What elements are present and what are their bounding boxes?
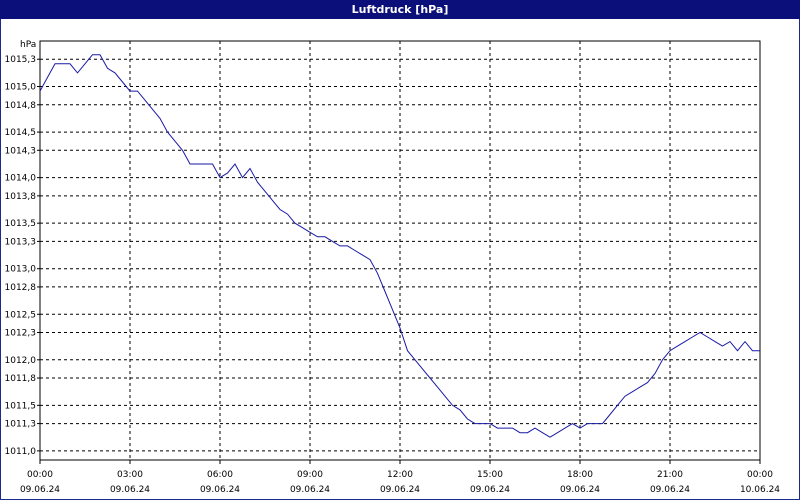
chart-title: Luftdruck [hPa]	[0, 0, 800, 19]
series-line-0	[39, 54, 760, 438]
x-tick-date-label: 09.06.24	[470, 485, 510, 495]
y-tick-label: 1014,0	[5, 174, 37, 184]
x-tick-time-label: 00:00	[27, 470, 53, 480]
y-tick-label: 1014,3	[5, 146, 37, 156]
y-tick-label: 1011,3	[5, 420, 37, 430]
x-tick-time-label: 06:00	[207, 470, 233, 480]
x-tick-time-label: 15:00	[477, 470, 503, 480]
y-tick-label: 1011,5	[5, 401, 37, 411]
x-tick-date-label: 09.06.24	[380, 485, 420, 495]
y-tick-label: 1012,5	[5, 310, 37, 320]
y-tick-label: 1013,0	[5, 265, 37, 275]
x-tick-time-label: 21:00	[657, 470, 683, 480]
y-axis-label: hPa	[20, 40, 36, 50]
y-tick-label: 1012,3	[5, 328, 37, 338]
y-tick-label: 1012,0	[5, 356, 37, 366]
x-tick-time-label: 03:00	[117, 470, 143, 480]
y-tick-label: 1013,5	[5, 219, 37, 229]
x-tick-date-label: 09.06.24	[20, 485, 60, 495]
y-tick-label: 1015,3	[5, 55, 37, 65]
y-tick-label: 1011,0	[5, 447, 37, 457]
y-tick-label: 1014,8	[5, 101, 37, 111]
x-tick-time-label: 09:00	[297, 470, 323, 480]
y-tick-label: 1015,0	[5, 83, 37, 93]
x-tick-time-label: 00:00	[747, 470, 773, 480]
y-tick-label: 1011,8	[5, 374, 37, 384]
y-tick-label: 1014,5	[5, 128, 37, 138]
x-tick-time-label: 18:00	[567, 470, 593, 480]
x-tick-time-label: 12:00	[387, 470, 413, 480]
x-tick-date-label: 09.06.24	[290, 485, 330, 495]
y-tick-label: 1013,3	[5, 237, 37, 247]
x-tick-date-label: 10.06.24	[740, 485, 780, 495]
y-tick-label: 1013,8	[5, 192, 37, 202]
x-tick-date-label: 09.06.24	[650, 485, 690, 495]
x-tick-date-label: 09.06.24	[110, 485, 150, 495]
y-tick-label: 1012,8	[5, 283, 37, 293]
x-tick-date-label: 09.06.24	[560, 485, 600, 495]
x-tick-date-label: 09.06.24	[200, 485, 240, 495]
